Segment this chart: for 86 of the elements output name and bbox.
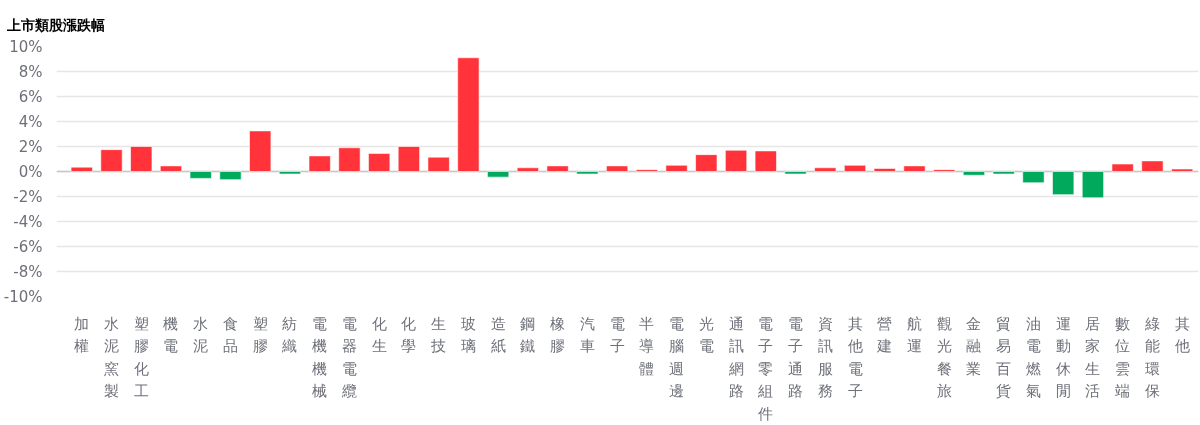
x-tick-label: 通訊網路	[727, 314, 744, 400]
x-tick-label: 光電	[698, 314, 714, 355]
x-tick-label: 電子通路	[788, 314, 804, 400]
x-tick-label: 水泥	[193, 314, 209, 355]
y-tick-label: 0%	[18, 162, 43, 181]
bar	[338, 147, 361, 172]
x-tick-label: 數位雲端	[1115, 314, 1131, 400]
y-tick-label: 10%	[9, 37, 43, 56]
bar	[130, 146, 153, 172]
y-tick-label: 6%	[18, 87, 43, 106]
bar	[724, 149, 748, 172]
bar	[367, 152, 391, 172]
bar	[1051, 171, 1075, 196]
x-tick-label: 汽車	[579, 314, 595, 355]
x-tick-label: 水泥窯製	[104, 314, 120, 400]
bar	[516, 167, 540, 172]
x-tick-label: 化生	[371, 314, 387, 355]
bar	[873, 167, 896, 172]
y-tick-label: -6%	[13, 237, 43, 256]
x-tick-label: 加權	[74, 314, 90, 355]
y-tick-label: 8%	[18, 62, 43, 81]
x-tick-label: 橡膠	[550, 314, 566, 355]
x-tick-label: 電器電纜	[340, 314, 357, 400]
x-tick-label: 生技	[430, 314, 447, 355]
x-tick-label: 化學	[401, 314, 417, 355]
y-tick-label: 2%	[18, 137, 43, 156]
x-tick-label: 塑膠	[252, 314, 268, 355]
bar	[605, 165, 629, 172]
x-tick-label: 電子	[609, 314, 625, 355]
x-tick-label: 營建	[876, 314, 893, 355]
y-tick-label: -8%	[13, 262, 43, 281]
bar	[576, 171, 599, 175]
x-tick-label: 其他	[1174, 314, 1190, 355]
x-tick-label: 紡織	[281, 314, 298, 355]
x-tick-label: 塑膠化工	[133, 314, 149, 400]
x-tick-label: 航運	[906, 314, 922, 355]
y-tick-label: -4%	[13, 212, 43, 231]
bar	[784, 171, 807, 175]
bar	[159, 165, 183, 172]
bar	[814, 167, 837, 172]
x-tick-label: 食品	[222, 314, 238, 355]
y-tick-label: -10%	[3, 287, 43, 306]
bar	[754, 150, 777, 172]
bar	[903, 165, 926, 172]
bar	[278, 171, 302, 175]
y-tick-label: -2%	[13, 187, 43, 206]
bar	[1170, 168, 1194, 172]
bar	[695, 154, 718, 172]
bar	[308, 155, 331, 172]
bar	[189, 171, 212, 179]
y-tick-label: 4%	[18, 112, 43, 131]
bar	[457, 57, 480, 172]
bar	[1141, 160, 1164, 172]
bar	[546, 165, 569, 172]
x-tick-label: 電子零組件	[757, 314, 774, 423]
bar	[427, 156, 450, 172]
bar	[249, 130, 272, 172]
x-tick-label: 金融業	[966, 314, 982, 378]
x-tick-label: 造紙	[490, 314, 506, 355]
x-tick-label: 玻璃	[460, 314, 476, 355]
bar	[962, 171, 986, 176]
bar	[992, 171, 1015, 175]
bar	[397, 146, 421, 172]
x-tick-label: 電腦週邊	[669, 314, 685, 400]
x-tick-label: 電機機械	[312, 314, 328, 400]
bar	[100, 149, 123, 172]
bar	[1111, 163, 1134, 172]
bar	[665, 164, 688, 172]
x-tick-label: 資訊服務	[817, 314, 833, 400]
bar	[843, 164, 867, 172]
x-tick-label: 鋼鐵	[520, 314, 536, 355]
bar	[1081, 171, 1105, 199]
bar	[486, 171, 510, 178]
bar	[70, 166, 93, 172]
bar	[219, 171, 242, 181]
bar	[1022, 171, 1045, 184]
x-tick-label: 半導體	[639, 314, 655, 378]
x-tick-label: 油電燃氣	[1025, 314, 1041, 400]
x-tick-label: 貿易百貨	[996, 314, 1012, 400]
x-tick-label: 其他電子	[847, 314, 863, 400]
x-tick-label: 觀光餐旅	[936, 314, 952, 400]
x-tick-label: 綠能環保	[1143, 314, 1160, 400]
chart-title: 上市類股漲跌幅	[5, 16, 105, 33]
x-tick-label: 居家生活	[1085, 314, 1101, 400]
x-tick-label: 運動休閒	[1055, 314, 1071, 400]
x-tick-label: 機電	[163, 314, 179, 355]
